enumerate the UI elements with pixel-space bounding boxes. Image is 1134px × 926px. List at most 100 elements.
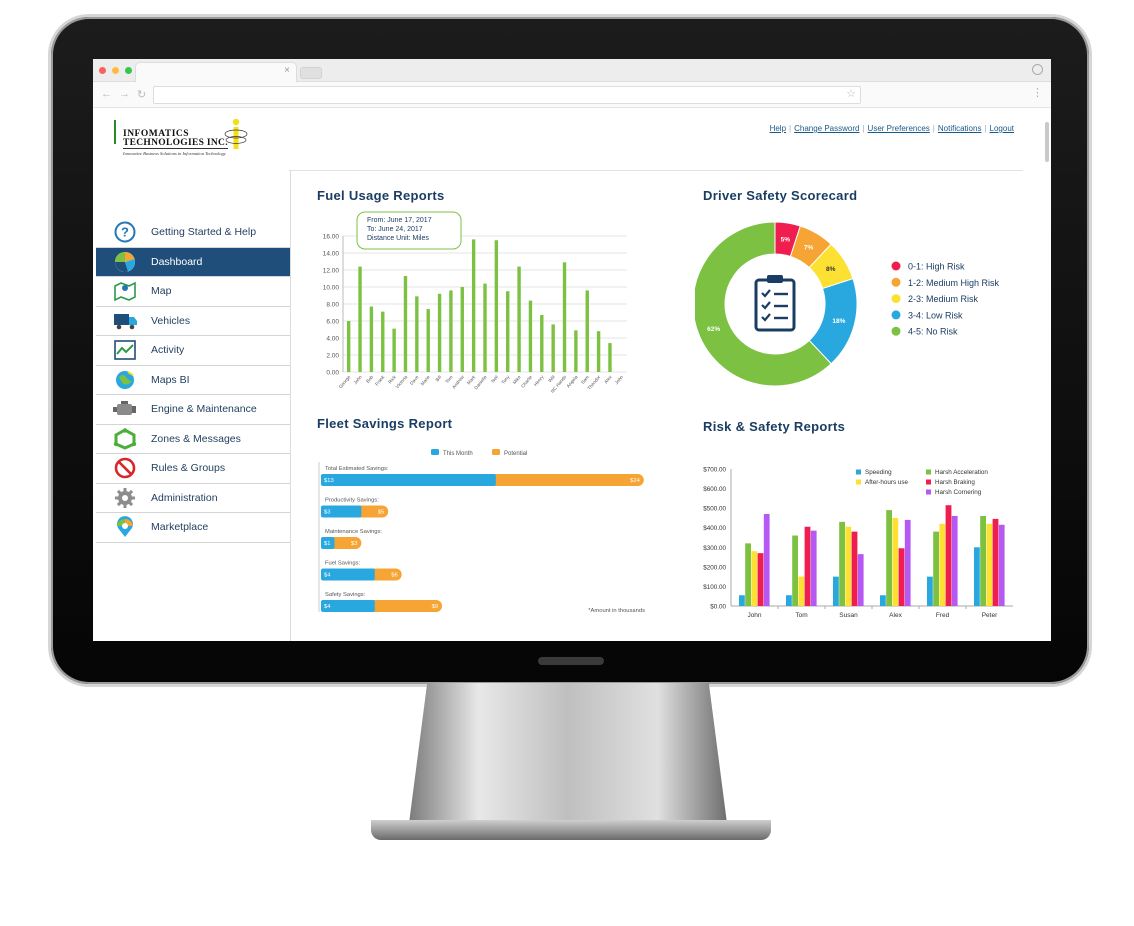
risk-bar	[851, 531, 858, 606]
clipboard-checklist-icon	[754, 275, 796, 332]
risk-bar	[839, 521, 845, 606]
logout-link[interactable]: Logout	[989, 124, 1014, 133]
sidebar-item-label: Getting Started & Help	[151, 226, 257, 239]
risk-bar	[739, 595, 745, 606]
fuel-bar	[381, 311, 385, 372]
minimize-window-icon[interactable]	[112, 67, 119, 74]
sidebar-item-activity[interactable]: Activity	[96, 336, 290, 366]
savings-this-month-bar	[321, 474, 496, 486]
monitor-stand	[408, 683, 728, 831]
sidebar-item-label: Administration	[151, 491, 218, 504]
savings-row-label: Fuel Savings:	[325, 561, 361, 567]
fleet-savings-chart: This Month Potential Total Estimated Savin…	[318, 449, 645, 614]
risk-bar	[939, 523, 946, 606]
fuel-bar	[540, 315, 544, 372]
sidebar-item-label: Marketplace	[151, 521, 209, 534]
sidebar-item-map[interactable]: Map	[96, 277, 290, 307]
savings-footnote: *Amount in thousands	[588, 608, 645, 614]
maximize-window-icon[interactable]	[125, 67, 132, 74]
fuel-bar	[437, 293, 442, 372]
savings-this-month-bar	[321, 537, 335, 549]
risk-bar	[763, 514, 770, 606]
sidebar-item-administration[interactable]: Administration	[96, 484, 290, 513]
browser-menu-icon[interactable]: ⋮	[1032, 87, 1043, 99]
risk-y-tick-label: $300.00	[703, 545, 726, 552]
sidebar-item-engine-maintenance[interactable]: Engine & Maintenance	[96, 395, 290, 425]
fuel-x-tick-label: Henry	[533, 374, 545, 387]
sidebar-item-maps-bi[interactable]: Maps BI	[96, 366, 290, 395]
logo-tagline: Innovative Business Solutions in Informa…	[123, 151, 226, 156]
notifications-link[interactable]: Notifications	[937, 124, 982, 133]
page-scrollbar[interactable]	[1045, 122, 1049, 162]
back-arrow-icon[interactable]: ←	[101, 88, 112, 100]
safety-legend-swatch	[891, 326, 901, 336]
driver-safety-title: Driver Safety Scorecard	[703, 188, 858, 203]
savings-this-month-value: $4	[324, 573, 331, 579]
fuel-bar	[562, 262, 567, 372]
fuel-x-tick-label: Frank	[374, 374, 386, 387]
fuel-x-tick-label: Angela	[566, 374, 579, 389]
sidebar-item-dashboard[interactable]: Dashboard	[96, 247, 290, 277]
fuel-y-tick-label: 8.00	[326, 302, 339, 309]
gear-icon	[112, 487, 138, 509]
risk-x-tick-label: Alex	[889, 612, 902, 619]
fuel-x-tick-label: Will	[547, 374, 556, 383]
sidebar-item-vehicles[interactable]: Vehicles	[96, 307, 290, 336]
risk-legend-label: Harsh Braking	[935, 479, 975, 486]
sidebar-item-label: Dashboard	[151, 255, 203, 268]
sidebar-item-zones-messages[interactable]: Zones & Messages	[96, 425, 290, 454]
savings-this-month-bar	[321, 600, 375, 612]
safety-slice	[695, 221, 832, 387]
user-preferences-link[interactable]: User Preferences	[867, 124, 930, 133]
risk-legend-label: Harsh Acceleration	[935, 469, 988, 476]
new-tab-button[interactable]	[300, 67, 322, 79]
address-bar[interactable]: ☆	[153, 86, 861, 104]
risk-bar	[757, 553, 764, 606]
logo-line-1: INFOMATICS	[123, 129, 190, 139]
monitor-base	[371, 820, 771, 840]
fuel-bar	[585, 290, 589, 372]
risk-x-tick-label: John	[747, 612, 761, 619]
risk-bar	[798, 576, 805, 606]
safety-legend-swatch	[891, 277, 901, 287]
risk-legend-label: Speeding	[865, 469, 892, 476]
fuel-x-tick-label: Alex	[603, 374, 613, 385]
fuel-bar	[483, 283, 487, 372]
bookmark-star-icon[interactable]: ☆	[846, 88, 856, 100]
fuel-y-tick-label: 2.00	[326, 353, 339, 360]
risk-y-tick-label: $600.00	[703, 486, 726, 493]
savings-legend-swatch	[431, 449, 439, 455]
risk-legend-label: After-hours use	[865, 479, 909, 486]
sidebar: ? Getting Started & Help Dashboard Map V…	[96, 170, 291, 641]
sidebar-item-rules-groups[interactable]: Rules & Groups	[96, 454, 290, 484]
reload-icon[interactable]: ↻	[137, 89, 147, 101]
sidebar-item-label: Map	[151, 285, 172, 298]
sidebar-item-getting-started[interactable]: ? Getting Started & Help	[96, 218, 290, 248]
fuel-bar	[426, 309, 430, 372]
close-window-icon[interactable]	[99, 67, 106, 74]
fuel-x-tick-label: Rick	[387, 374, 397, 385]
profile-icon[interactable]	[1032, 64, 1043, 75]
risk-legend-swatch	[926, 479, 931, 485]
fuel-y-tick-label: 0.00	[326, 370, 339, 377]
safety-slice-label: 8%	[826, 266, 836, 273]
savings-potential-value: $3	[351, 541, 357, 547]
risk-bar	[886, 510, 892, 606]
tab-close-icon[interactable]: ×	[284, 65, 290, 76]
fleet-savings-title: Fleet Savings Report	[317, 416, 453, 431]
fuel-bar	[471, 239, 476, 372]
fuel-x-tick-label: Sam	[580, 374, 590, 385]
browser-tab[interactable]: ×	[135, 62, 297, 82]
help-link[interactable]: Help	[769, 124, 787, 133]
sidebar-menu: ? Getting Started & Help Dashboard Map V…	[96, 218, 290, 543]
sidebar-item-marketplace[interactable]: Marketplace	[96, 513, 290, 543]
change-password-link[interactable]: Change Password	[794, 124, 860, 133]
screen: × ← → ↻ ☆ ⋮ INFOMATICS TECHNOLOGIES INC.…	[93, 59, 1051, 641]
risk-x-tick-label: Susan	[839, 612, 858, 619]
company-logo[interactable]: INFOMATICS TECHNOLOGIES INC. Innovative …	[111, 118, 261, 158]
risk-y-tick-label: $200.00	[703, 564, 726, 571]
risk-bar	[898, 548, 905, 606]
forward-arrow-icon[interactable]: →	[119, 88, 130, 100]
risk-bar	[745, 543, 751, 606]
savings-this-month-bar	[321, 505, 362, 518]
